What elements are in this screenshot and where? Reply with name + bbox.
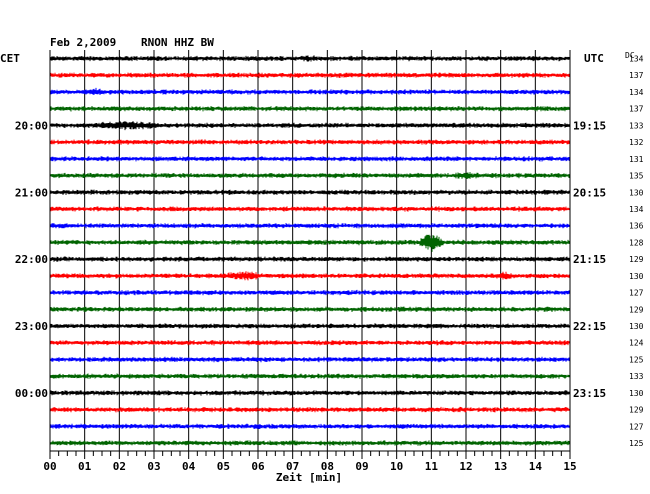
x-tick-label: 13: [494, 460, 507, 473]
trace-row-12: [50, 256, 570, 262]
dc-value: 133: [629, 121, 644, 130]
x-tick-label: 08: [321, 460, 334, 473]
right-hour-label: 21:15: [573, 253, 606, 266]
trace-row-17: [50, 340, 570, 346]
dc-value: 134: [629, 55, 644, 64]
trace-row-6: [50, 156, 570, 162]
x-tick-label: 07: [286, 460, 299, 473]
dc-value: 128: [629, 238, 644, 247]
trace-row-1: [50, 72, 570, 78]
trace-row-5: [50, 139, 570, 145]
right-hour-label: 23:15: [573, 387, 606, 400]
dc-value: 136: [629, 222, 644, 231]
x-tick-label: 04: [182, 460, 196, 473]
x-axis-title: Zeit [min]: [276, 471, 342, 484]
right-hour-label: 19:15: [573, 119, 606, 132]
right-hour-label: 20:15: [573, 186, 606, 199]
dc-value: 129: [629, 305, 644, 314]
trace-row-2: [50, 87, 570, 95]
dc-value: 127: [629, 289, 644, 298]
dc-value: 134: [629, 205, 644, 214]
trace-row-9: [50, 206, 570, 212]
dc-value: 135: [629, 172, 644, 181]
trace-group: [50, 55, 570, 446]
trace-row-19: [50, 373, 570, 379]
dc-value: 132: [629, 138, 644, 147]
dc-value: 130: [629, 389, 644, 398]
trace-row-22: [50, 423, 570, 429]
trace-row-11: [50, 234, 570, 252]
trace-row-3: [50, 106, 570, 112]
x-tick-label: 00: [43, 460, 56, 473]
x-tick-label: 11: [425, 460, 439, 473]
trace-row-18: [50, 356, 570, 363]
left-hour-label: 22:00: [15, 253, 48, 266]
minute-grid: [49, 50, 571, 451]
chart-station: RNON HHZ BW: [141, 36, 214, 49]
trace-row-8: [50, 189, 570, 195]
x-tick-label: 03: [147, 460, 160, 473]
x-tick-label: 05: [217, 460, 230, 473]
dc-value: 129: [629, 255, 644, 264]
x-tick-label: 14: [529, 460, 543, 473]
dc-column-label: DC: [625, 51, 635, 60]
left-hour-label: 00:00: [15, 387, 48, 400]
x-tick-label: 01: [78, 460, 92, 473]
trace-row-20: [50, 390, 570, 396]
chart-date: Feb 2,2009: [50, 36, 116, 49]
x-tick-label: 12: [459, 460, 472, 473]
dc-value: 137: [629, 71, 644, 80]
dc-value: 125: [629, 439, 644, 448]
dc-value: 129: [629, 406, 644, 415]
trace-row-15: [50, 306, 570, 312]
x-tick-label: 09: [355, 460, 368, 473]
dc-value: 124: [629, 339, 644, 348]
dc-value: 134: [629, 88, 644, 97]
trace-row-13: [50, 271, 570, 281]
dc-values: 134 137 134 137 133 132 131 135 130 134 136 128 129 1…: [629, 55, 644, 449]
trace-row-21: [50, 406, 570, 413]
trace-row-14: [50, 289, 570, 296]
x-axis: 00 01 02 03 04 05 06 07 08 09 10 11 12 13 14 15: [43, 450, 577, 473]
dc-value: 130: [629, 322, 644, 331]
dc-value: 125: [629, 355, 644, 364]
trace-row-0: [50, 55, 570, 62]
trace-row-10: [50, 223, 570, 229]
x-tick-label: 02: [113, 460, 126, 473]
dc-value: 137: [629, 105, 644, 114]
left-hour-label: 21:00: [15, 186, 48, 199]
left-timezone-label: CET: [0, 52, 20, 65]
dc-value: 133: [629, 372, 644, 381]
dc-value: 130: [629, 272, 644, 281]
trace-row-7: [50, 172, 570, 179]
left-hour-label: 20:00: [15, 119, 48, 132]
dc-value: 127: [629, 422, 644, 431]
trace-row-16: [50, 323, 570, 329]
dc-value: 130: [629, 188, 644, 197]
x-tick-label: 15: [563, 460, 576, 473]
left-hour-label: 23:00: [15, 320, 48, 333]
right-timezone-label: UTC: [584, 52, 604, 65]
x-tick-label: 06: [251, 460, 265, 473]
trace-row-23: [50, 440, 570, 446]
trace-row-4: [50, 121, 570, 131]
hour-labels: 20:00 21:00 22:00 23:00 00:00 19:15 20:15 21:15…: [15, 119, 606, 400]
x-tick-label: 10: [390, 460, 403, 473]
right-hour-label: 22:15: [573, 320, 606, 333]
dc-value: 131: [629, 155, 644, 164]
